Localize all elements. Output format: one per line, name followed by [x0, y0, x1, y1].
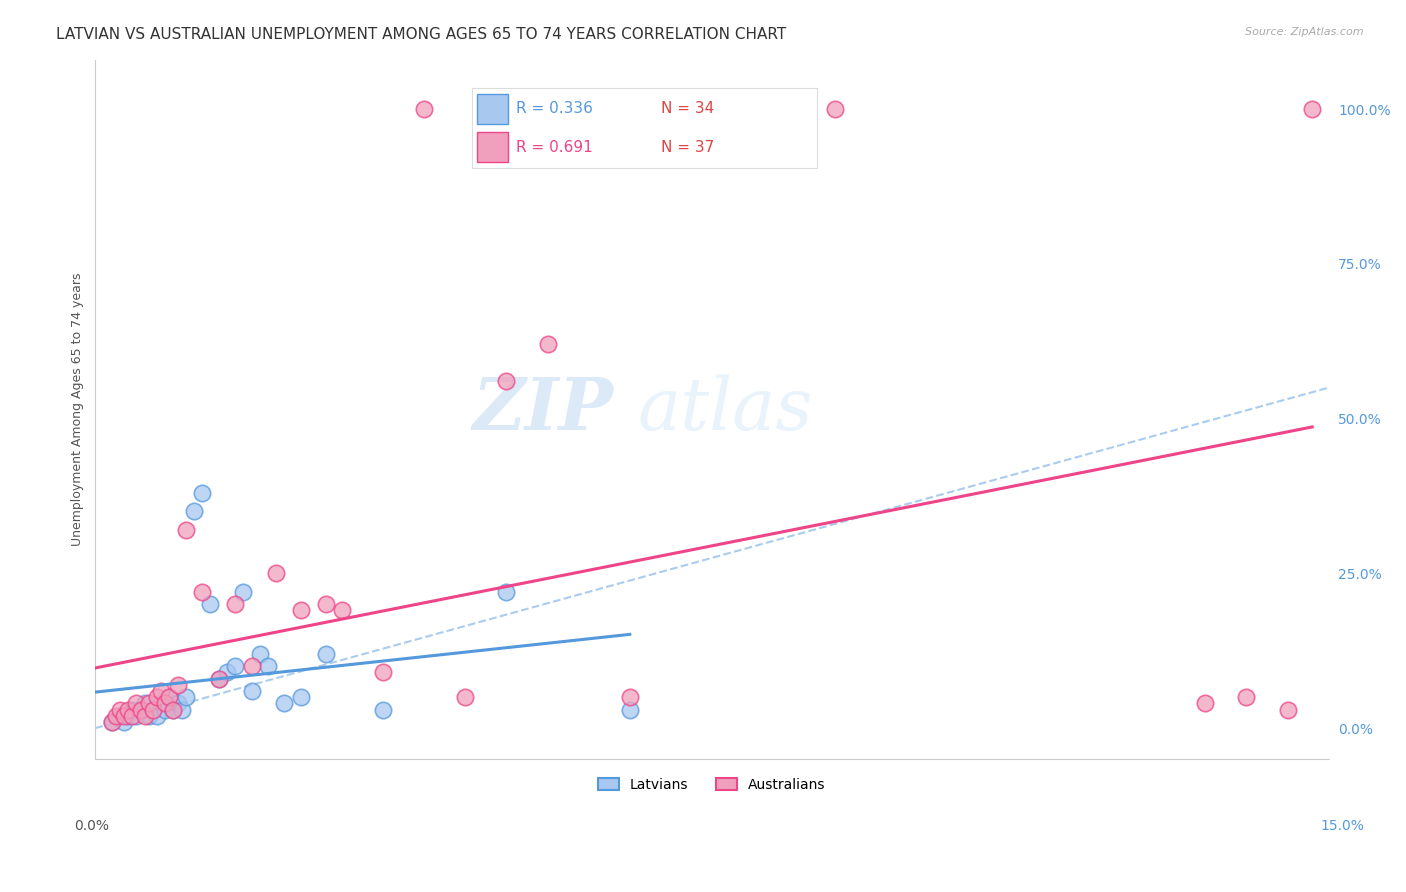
Point — [162, 702, 184, 716]
Point — [112, 714, 135, 729]
Point — [215, 665, 238, 680]
Point — [619, 690, 641, 705]
Point — [125, 696, 148, 710]
Point — [619, 702, 641, 716]
Point — [146, 708, 169, 723]
Point — [170, 702, 193, 716]
Text: LATVIAN VS AUSTRALIAN UNEMPLOYMENT AMONG AGES 65 TO 74 YEARS CORRELATION CHART: LATVIAN VS AUSTRALIAN UNEMPLOYMENT AMONG… — [56, 27, 786, 42]
Point — [129, 702, 152, 716]
Text: 0.0%: 0.0% — [75, 819, 108, 833]
Text: ZIP: ZIP — [472, 374, 613, 445]
Point — [413, 102, 436, 116]
Point — [121, 708, 143, 723]
Point — [208, 672, 231, 686]
Point — [166, 678, 188, 692]
Point — [104, 708, 127, 723]
Point — [150, 696, 173, 710]
Point — [174, 523, 197, 537]
Point — [138, 696, 160, 710]
Point — [371, 665, 394, 680]
Point — [125, 708, 148, 723]
Point — [117, 708, 139, 723]
Point — [162, 702, 184, 716]
Point — [174, 690, 197, 705]
Point — [142, 702, 165, 716]
Point — [117, 702, 139, 716]
Point — [1301, 102, 1323, 116]
Point — [495, 585, 517, 599]
Point — [155, 696, 177, 710]
Point — [146, 690, 169, 705]
Point — [232, 585, 254, 599]
Point — [495, 375, 517, 389]
Point — [157, 690, 180, 705]
Point — [273, 696, 295, 710]
Point — [191, 585, 214, 599]
Text: Source: ZipAtlas.com: Source: ZipAtlas.com — [1246, 27, 1364, 37]
Point — [1277, 702, 1299, 716]
Point — [824, 102, 846, 116]
Point — [129, 702, 152, 716]
Point — [290, 690, 312, 705]
Point — [108, 708, 131, 723]
Point — [112, 708, 135, 723]
Point — [240, 659, 263, 673]
Point — [264, 566, 287, 581]
Point — [330, 603, 353, 617]
Point — [454, 690, 477, 705]
Point — [121, 702, 143, 716]
Point — [138, 708, 160, 723]
Point — [240, 684, 263, 698]
Legend: Latvians, Australians: Latvians, Australians — [592, 772, 831, 797]
Point — [134, 696, 156, 710]
Point — [257, 659, 280, 673]
Point — [166, 696, 188, 710]
Point — [371, 702, 394, 716]
Point — [224, 597, 246, 611]
Point — [150, 684, 173, 698]
Point — [183, 504, 205, 518]
Point — [101, 714, 124, 729]
Point — [191, 486, 214, 500]
Point — [290, 603, 312, 617]
Point — [315, 597, 337, 611]
Point — [155, 702, 177, 716]
Y-axis label: Unemployment Among Ages 65 to 74 years: Unemployment Among Ages 65 to 74 years — [72, 273, 84, 546]
Point — [134, 708, 156, 723]
Point — [315, 647, 337, 661]
Point — [208, 672, 231, 686]
Point — [224, 659, 246, 673]
Point — [1194, 696, 1216, 710]
Point — [101, 714, 124, 729]
Point — [157, 690, 180, 705]
Point — [1236, 690, 1258, 705]
Point — [108, 702, 131, 716]
Point — [249, 647, 271, 661]
Text: 15.0%: 15.0% — [1320, 819, 1365, 833]
Point — [200, 597, 222, 611]
Point — [536, 337, 558, 351]
Text: atlas: atlas — [638, 374, 814, 444]
Point — [142, 702, 165, 716]
